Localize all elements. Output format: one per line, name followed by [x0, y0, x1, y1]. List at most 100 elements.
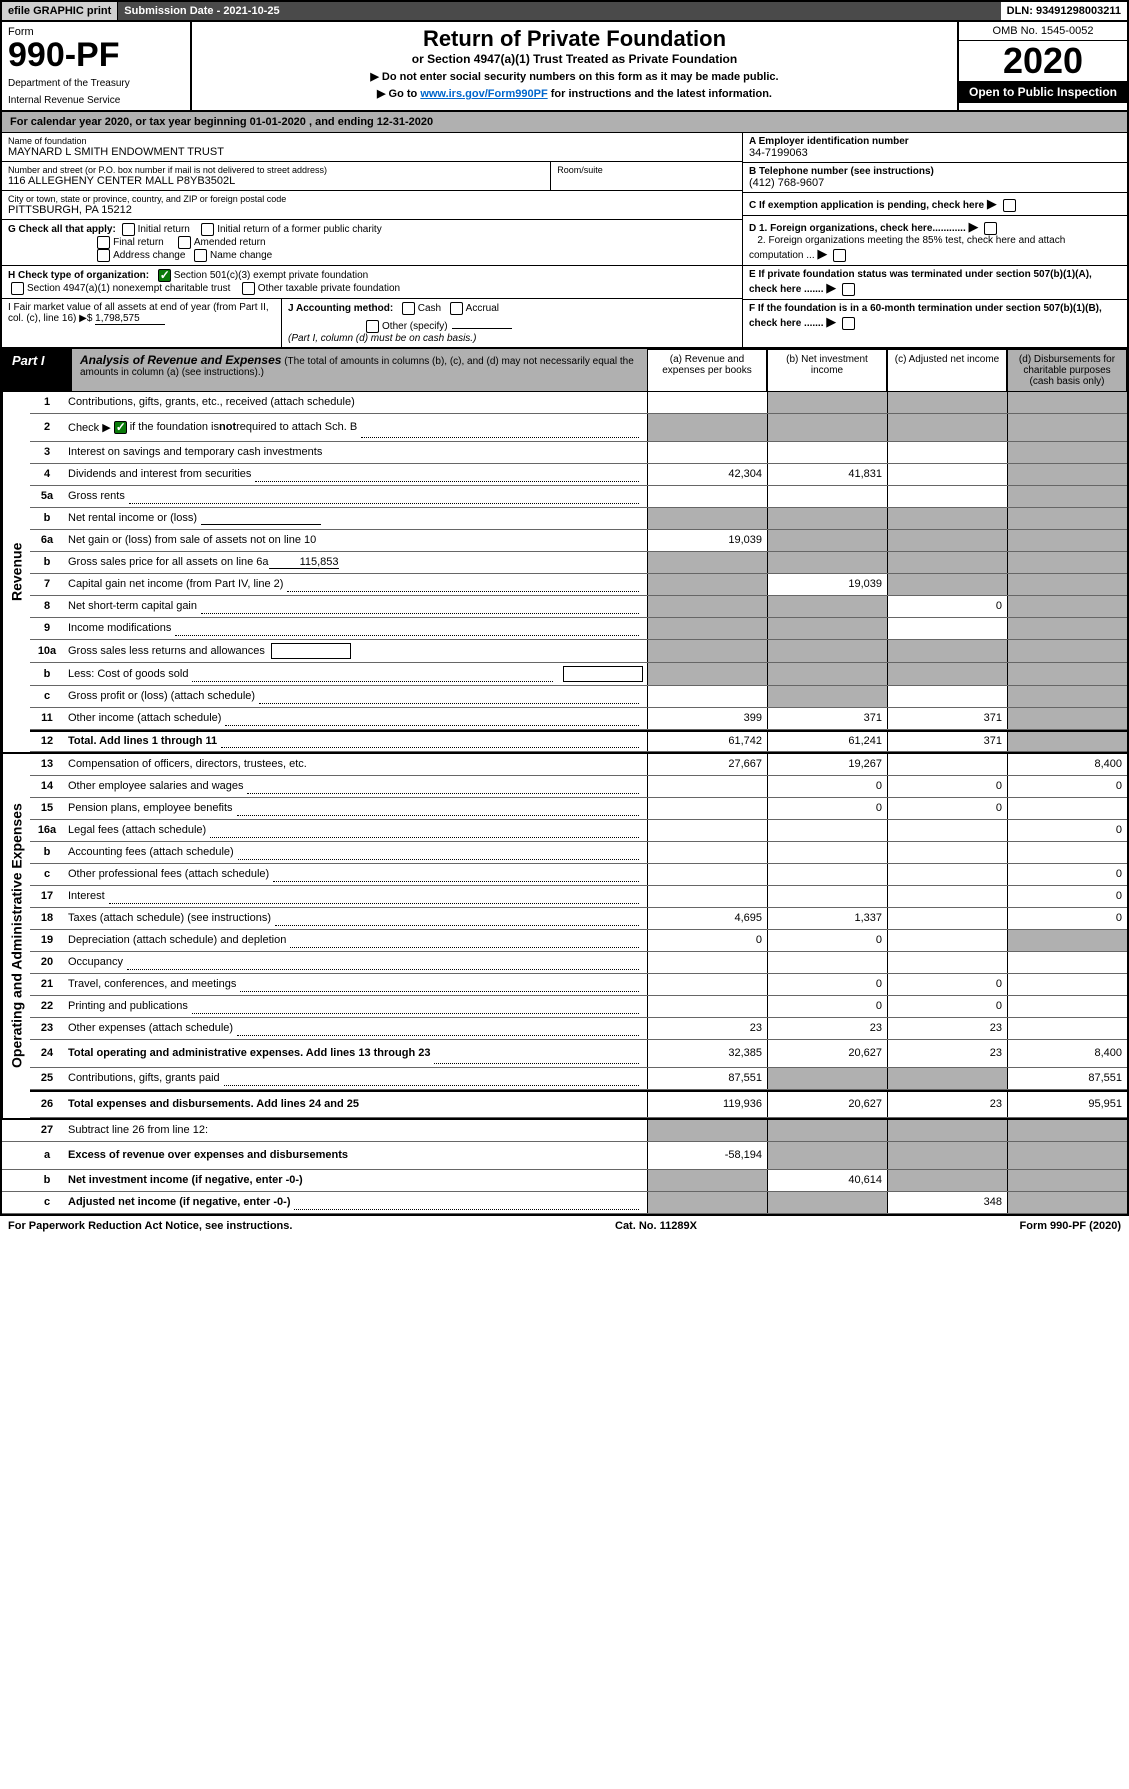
accrual-checkbox[interactable]	[450, 302, 463, 315]
revenue-table: Revenue 1Contributions, gifts, grants, e…	[2, 392, 1127, 752]
e-label: E If private foundation status was termi…	[749, 269, 1092, 295]
j-label: J Accounting method:	[288, 303, 393, 314]
other-taxable-checkbox[interactable]	[242, 282, 255, 295]
g-final: Final return	[113, 237, 164, 248]
r26-d: 95,951	[1007, 1092, 1127, 1117]
addr-value: 116 ALLEGHENY CENTER MALL P8YB3502L	[8, 175, 544, 187]
r27a-a: -58,194	[647, 1142, 767, 1169]
row-26: Total expenses and disbursements. Add li…	[64, 1092, 647, 1117]
dln: DLN: 93491298003211	[1001, 2, 1127, 20]
g-initial-pub: Initial return of a former public charit…	[217, 224, 382, 235]
name-label: Name of foundation	[8, 136, 736, 146]
row-2: Check ▶ if the foundation is not require…	[64, 414, 647, 441]
row-10a: Gross sales less returns and allowances	[64, 640, 647, 662]
501c3-checkbox[interactable]	[158, 269, 171, 282]
g-label: G Check all that apply:	[8, 224, 116, 235]
name-change-checkbox[interactable]	[194, 249, 207, 262]
row-17: Interest	[64, 886, 647, 907]
row-5a: Gross rents	[64, 486, 647, 507]
final-return-checkbox[interactable]	[97, 236, 110, 249]
r14-c: 0	[887, 776, 1007, 797]
efile-label: efile GRAPHIC print	[2, 2, 118, 20]
room-label: Room/suite	[557, 165, 736, 175]
col-a-header: (a) Revenue and expenses per books	[647, 349, 767, 392]
e-checkbox[interactable]	[842, 283, 855, 296]
g-addr: Address change	[113, 250, 185, 261]
r11-b: 371	[767, 708, 887, 729]
r23-b: 23	[767, 1018, 887, 1039]
initial-public-checkbox[interactable]	[201, 223, 214, 236]
col-d-header: (d) Disbursements for charitable purpose…	[1007, 349, 1127, 392]
cash-checkbox[interactable]	[402, 302, 415, 315]
open-public: Open to Public Inspection	[959, 81, 1127, 103]
r8-c: 0	[887, 596, 1007, 617]
col-b-header: (b) Net investment income	[767, 349, 887, 392]
row-27a: Excess of revenue over expenses and disb…	[64, 1142, 647, 1169]
f-checkbox[interactable]	[842, 317, 855, 330]
d1-checkbox[interactable]	[984, 222, 997, 235]
r19-a: 0	[647, 930, 767, 951]
r24-c: 23	[887, 1040, 1007, 1067]
initial-return-checkbox[interactable]	[122, 223, 135, 236]
row-16c: Other professional fees (attach schedule…	[64, 864, 647, 885]
r6b-val: 115,853	[269, 556, 339, 569]
ssn-note: ▶ Do not enter social security numbers o…	[198, 70, 951, 83]
omb-number: OMB No. 1545-0052	[959, 22, 1127, 41]
row-3: Interest on savings and temporary cash i…	[64, 442, 647, 463]
city-label: City or town, state or province, country…	[8, 194, 736, 204]
part1-label: Part I	[2, 349, 72, 391]
foundation-name: MAYNARD L SMITH ENDOWMENT TRUST	[8, 146, 736, 158]
r22-c: 0	[887, 996, 1007, 1017]
row-22: Printing and publications	[64, 996, 647, 1017]
row-11: Other income (attach schedule)	[64, 708, 647, 729]
part1-header-row: Part I Analysis of Revenue and Expenses …	[2, 349, 1127, 392]
r7-b: 19,039	[767, 574, 887, 595]
f-label: F If the foundation is in a 60-month ter…	[749, 303, 1102, 329]
row-9: Income modifications	[64, 618, 647, 639]
row-25: Contributions, gifts, grants paid	[64, 1068, 647, 1089]
paperwork-notice: For Paperwork Reduction Act Notice, see …	[8, 1220, 292, 1232]
j-cash: Cash	[418, 303, 441, 314]
amended-checkbox[interactable]	[178, 236, 191, 249]
row-10c: Gross profit or (loss) (attach schedule)	[64, 686, 647, 707]
row-5b: Net rental income or (loss)	[64, 508, 647, 529]
h-other: Other taxable private foundation	[258, 283, 400, 294]
r18-d: 0	[1007, 908, 1127, 929]
addr-change-checkbox[interactable]	[97, 249, 110, 262]
r12-b: 61,241	[767, 732, 887, 751]
j-other: Other (specify)	[382, 321, 448, 332]
goto-post: for instructions and the latest informat…	[548, 88, 772, 100]
d2-label: 2. Foreign organizations meeting the 85%…	[749, 235, 1065, 261]
other-method-checkbox[interactable]	[366, 320, 379, 333]
row-12: Total. Add lines 1 through 11	[64, 732, 647, 751]
row-18: Taxes (attach schedule) (see instruction…	[64, 908, 647, 929]
row-4: Dividends and interest from securities	[64, 464, 647, 485]
j-accrual: Accrual	[466, 303, 499, 314]
row-1: Contributions, gifts, grants, etc., rece…	[64, 392, 647, 413]
r18-b: 1,337	[767, 908, 887, 929]
a-label: A Employer identification number	[749, 136, 909, 147]
header: Form 990-PF Department of the Treasury I…	[2, 22, 1127, 112]
row-24: Total operating and administrative expen…	[64, 1040, 647, 1067]
r4-b: 41,831	[767, 464, 887, 485]
h-label: H Check type of organization:	[8, 270, 149, 281]
tax-year: 2020	[959, 41, 1127, 81]
r15-b: 0	[767, 798, 887, 819]
r24-a: 32,385	[647, 1040, 767, 1067]
row-13: Compensation of officers, directors, tru…	[64, 754, 647, 775]
r4-a: 42,304	[647, 464, 767, 485]
info-section: Name of foundation MAYNARD L SMITH ENDOW…	[2, 133, 1127, 349]
topbar: efile GRAPHIC print Submission Date - 20…	[2, 2, 1127, 22]
4947-checkbox[interactable]	[11, 282, 24, 295]
r13-b: 19,267	[767, 754, 887, 775]
r19-b: 0	[767, 930, 887, 951]
ein-value: 34-7199063	[749, 147, 808, 159]
cat-no: Cat. No. 11289X	[615, 1220, 697, 1232]
row-6b: Gross sales price for all assets on line…	[64, 552, 647, 573]
r25-d: 87,551	[1007, 1068, 1127, 1089]
c-checkbox[interactable]	[1003, 199, 1016, 212]
schb-checkbox[interactable]	[114, 421, 127, 434]
r16a-d: 0	[1007, 820, 1127, 841]
irs-link[interactable]: www.irs.gov/Form990PF	[420, 88, 547, 100]
d2-checkbox[interactable]	[833, 249, 846, 262]
